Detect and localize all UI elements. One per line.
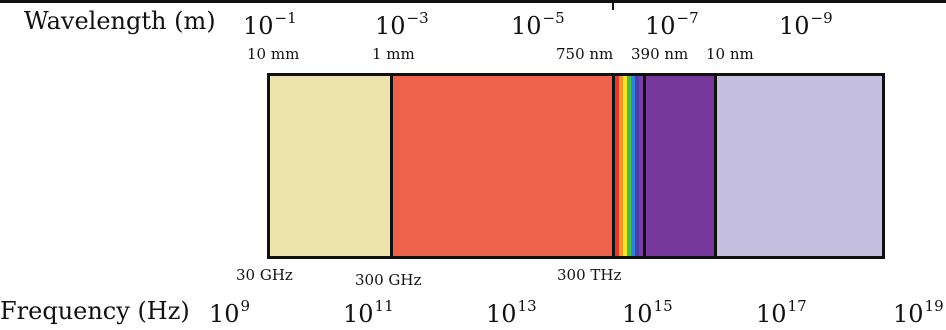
band-visible-rainbow bbox=[612, 76, 643, 256]
band-infrared bbox=[390, 76, 612, 256]
wavelength-power-9: 10−9 bbox=[779, 9, 833, 40]
rainbow-stripe bbox=[627, 76, 631, 256]
band-xray bbox=[714, 76, 882, 256]
rainbow-stripe bbox=[631, 76, 635, 256]
rainbow-stripe bbox=[639, 76, 643, 256]
frequency-boundary-30ghz: 30 GHz bbox=[236, 266, 293, 284]
top-rule-tick bbox=[612, 3, 614, 10]
frequency-power-13: 1013 bbox=[486, 297, 537, 328]
rainbow-stripe bbox=[635, 76, 639, 256]
wavelength-boundary-1mm: 1 mm bbox=[372, 45, 415, 63]
band-microwave bbox=[270, 76, 390, 256]
wavelength-boundary-390nm: 390 nm bbox=[631, 45, 689, 63]
wavelength-boundary-10mm: 10 mm bbox=[247, 45, 300, 63]
frequency-power-11: 1011 bbox=[343, 297, 394, 328]
wavelength-power-5: 10−5 bbox=[511, 9, 565, 40]
frequency-power-15: 1015 bbox=[622, 297, 673, 328]
frequency-power-17: 1017 bbox=[756, 297, 807, 328]
rainbow-stripe bbox=[619, 76, 623, 256]
wavelength-power-3: 10−3 bbox=[375, 9, 429, 40]
rainbow-stripe bbox=[615, 76, 619, 256]
wavelength-power-7: 10−7 bbox=[645, 9, 699, 40]
rainbow-stripe bbox=[623, 76, 627, 256]
spectrum-bar bbox=[267, 73, 885, 259]
wavelength-boundary-750nm: 750 nm bbox=[556, 45, 614, 63]
frequency-boundary-300ghz: 300 GHz bbox=[355, 271, 422, 289]
wavelength-boundary-10nm: 10 nm bbox=[706, 45, 754, 63]
frequency-axis-title: Frequency (Hz) bbox=[0, 297, 190, 325]
top-rule bbox=[0, 0, 946, 3]
wavelength-power-1: 10−1 bbox=[243, 9, 297, 40]
frequency-boundary-300thz: 300 THz bbox=[557, 266, 622, 284]
wavelength-axis-title: Wavelength (m) bbox=[24, 7, 216, 35]
frequency-power-9: 109 bbox=[209, 297, 251, 328]
band-ultraviolet bbox=[643, 76, 714, 256]
frequency-power-19: 1019 bbox=[893, 297, 944, 328]
